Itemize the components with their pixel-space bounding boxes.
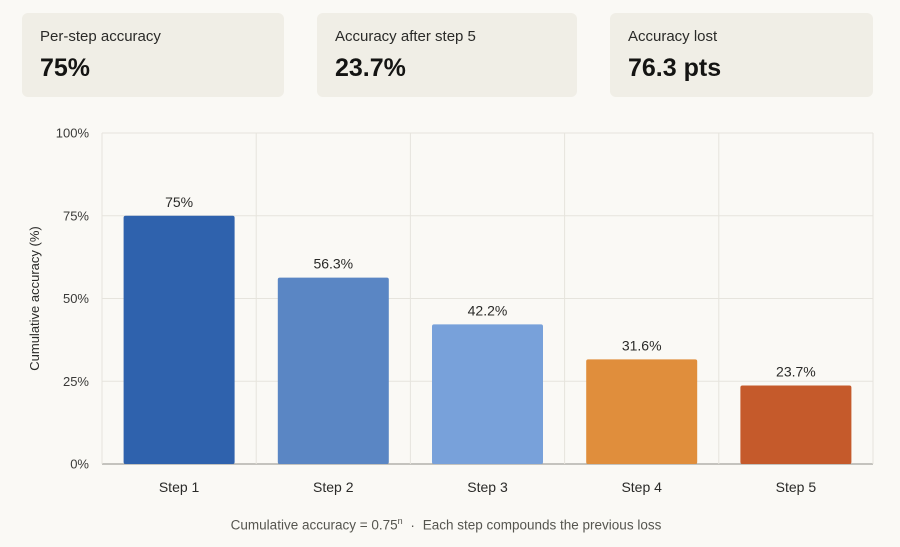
stat-card-label: Per-step accuracy	[40, 28, 161, 45]
bar-value-label: 42.2%	[468, 302, 508, 318]
bar	[740, 385, 852, 464]
caption-formula-exponent: n	[397, 516, 403, 526]
y-tick-label: 75%	[63, 208, 89, 223]
bar	[277, 277, 389, 464]
stat-card-value: 23.7%	[335, 54, 406, 82]
x-tick-label: Step 5	[776, 479, 817, 495]
caption-formula: Cumulative accuracy = 0.75	[230, 517, 398, 533]
bar-value-label: 31.6%	[622, 337, 662, 353]
bar-chart: 0% 25% 50% 75% 100% 75% Step 1 56.3% Step 2 42.2%…	[27, 126, 874, 495]
x-tick-label: Step 2	[313, 479, 354, 495]
x-tick-label: Step 3	[467, 479, 508, 495]
chart-caption: Cumulative accuracy = 0.75n · Each step …	[0, 516, 892, 533]
bar	[586, 359, 698, 464]
caption-note: Each step compounds the previous loss	[422, 517, 662, 533]
bar	[432, 324, 543, 464]
y-axis-title: Cumulative accuracy (%)	[27, 226, 42, 371]
bar-value-label: 23.7%	[776, 364, 816, 380]
y-tick-label: 50%	[63, 291, 89, 306]
stat-card-label: Accuracy after step 5	[335, 28, 476, 45]
caption-separator: ·	[410, 517, 415, 533]
y-tick-label: 100%	[56, 126, 90, 141]
x-tick-label: Step 1	[159, 479, 200, 495]
y-tick-label: 25%	[63, 374, 89, 389]
stat-cards: Per-step accuracy 75% Accuracy after ste…	[22, 13, 873, 97]
stat-card-accuracy-after-step-5: Accuracy after step 5 23.7%	[317, 13, 577, 97]
stat-card-value: 76.3 pts	[628, 54, 722, 82]
bar-value-label: 56.3%	[313, 256, 353, 272]
x-tick-label: Step 4	[621, 479, 662, 495]
y-tick-label: 0%	[70, 457, 89, 472]
stat-card-label: Accuracy lost	[628, 28, 718, 45]
stat-card-value: 75%	[40, 54, 91, 82]
bar-value-label: 75%	[165, 194, 193, 210]
stat-card-per-step-accuracy: Per-step accuracy 75%	[22, 13, 284, 97]
stat-card-accuracy-lost: Accuracy lost 76.3 pts	[610, 13, 873, 97]
bar	[123, 215, 235, 464]
